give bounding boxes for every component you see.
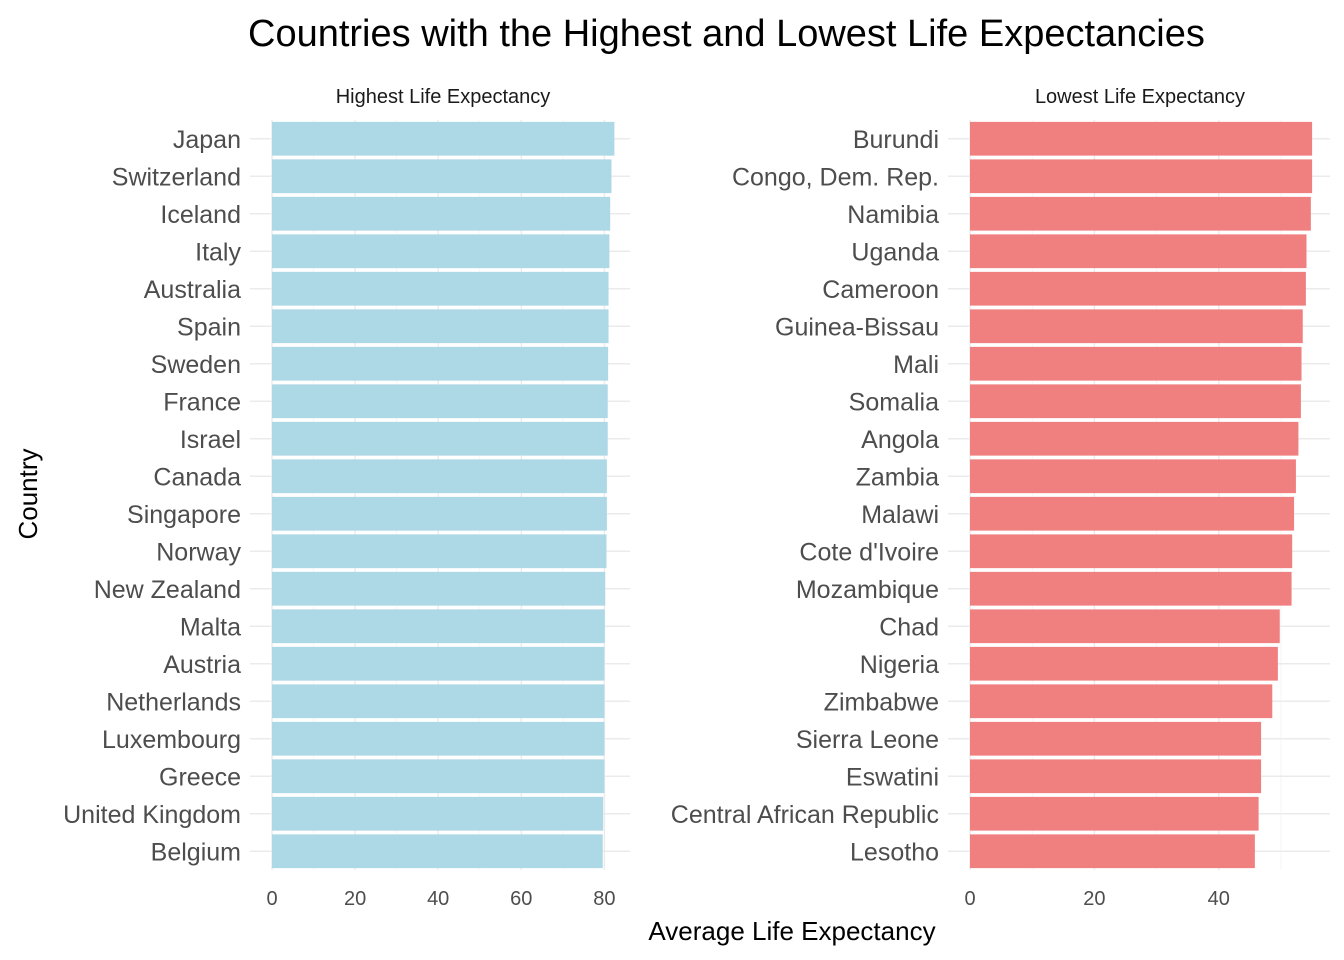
- y-tick-label: Sierra Leone: [796, 726, 939, 754]
- bar-zambia: [970, 459, 1296, 494]
- bar-singapore: [272, 496, 607, 531]
- y-tick-label: Zambia: [856, 463, 939, 491]
- y-tick-label: Namibia: [847, 201, 939, 229]
- y-tick-label: Canada: [153, 463, 241, 491]
- bar-spain: [272, 309, 609, 344]
- bar-burundi: [970, 121, 1313, 156]
- y-tick-label: Cote d'Ivoire: [799, 538, 939, 566]
- y-tick-label: Uganda: [851, 238, 939, 266]
- bar-cote-d-ivoire: [970, 534, 1293, 569]
- bar-eswatini: [970, 759, 1262, 794]
- chart-title: Countries with the Highest and Lowest Li…: [248, 13, 1205, 55]
- bar-chad: [970, 609, 1280, 644]
- y-tick-label: Norway: [156, 538, 241, 566]
- y-tick-label: Switzerland: [112, 163, 241, 191]
- y-tick-label: Netherlands: [106, 688, 241, 716]
- y-tick-label: Somalia: [849, 388, 939, 416]
- y-tick-label: France: [163, 388, 241, 416]
- panel-strip-label: Highest Life Expectancy: [336, 86, 551, 108]
- y-tick-label: Guinea-Bissau: [775, 313, 939, 341]
- bar-iceland: [272, 196, 611, 231]
- y-tick-label: Sweden: [151, 351, 241, 379]
- bar-canada: [272, 459, 607, 494]
- x-tick-label: 60: [510, 888, 532, 910]
- bar-guinea-bissau: [970, 309, 1303, 344]
- bar-malta: [272, 609, 605, 644]
- y-tick-label: Nigeria: [860, 651, 939, 679]
- y-tick-label: Belgium: [151, 838, 241, 866]
- x-tick-label: 0: [266, 888, 277, 910]
- bar-angola: [970, 421, 1299, 456]
- x-tick-label: 80: [593, 888, 615, 910]
- bar-uganda: [970, 234, 1307, 269]
- bar-mozambique: [970, 571, 1292, 606]
- bar-sweden: [272, 346, 609, 381]
- y-tick-label: Angola: [861, 426, 939, 454]
- bar-france: [272, 384, 608, 419]
- y-tick-label: United Kingdom: [63, 801, 241, 829]
- x-tick-label: 40: [427, 888, 449, 910]
- y-tick-label: Cameroon: [822, 276, 939, 304]
- bar-switzerland: [272, 159, 612, 194]
- bar-cameroon: [970, 271, 1306, 306]
- y-tick-label: Burundi: [853, 126, 939, 154]
- bar-central-african-republic: [970, 796, 1259, 831]
- bar-italy: [272, 234, 610, 269]
- y-tick-label: Luxembourg: [102, 726, 241, 754]
- y-tick-label: Zimbabwe: [824, 688, 939, 716]
- bar-israel: [272, 421, 608, 456]
- y-tick-label: Australia: [144, 276, 241, 304]
- y-tick-label: New Zealand: [94, 576, 241, 604]
- x-tick-label: 20: [1083, 888, 1105, 910]
- y-tick-label: Iceland: [160, 201, 241, 229]
- panel-strip-label: Lowest Life Expectancy: [1035, 86, 1245, 108]
- bar-mali: [970, 346, 1302, 381]
- bar-netherlands: [272, 684, 605, 719]
- y-tick-label: Chad: [879, 613, 939, 641]
- x-tick-label: 40: [1208, 888, 1230, 910]
- x-tick-label: 20: [344, 888, 366, 910]
- bar-united-kingdom: [272, 796, 604, 831]
- bar-norway: [272, 534, 607, 569]
- bar-zimbabwe: [970, 684, 1273, 719]
- y-tick-label: Mali: [893, 351, 939, 379]
- y-tick-label: Israel: [180, 426, 241, 454]
- bar-nigeria: [970, 646, 1278, 681]
- bar-congo-dem-rep-: [970, 159, 1313, 194]
- x-tick-label: 0: [964, 888, 975, 910]
- bar-greece: [272, 759, 605, 794]
- y-tick-label: Italy: [195, 238, 241, 266]
- bar-new-zealand: [272, 571, 606, 606]
- bar-luxembourg: [272, 721, 605, 756]
- bar-namibia: [970, 196, 1311, 231]
- y-tick-label: Greece: [159, 763, 241, 791]
- panel-highest: Highest Life Expectancy Japan Switzerland I…: [63, 86, 630, 910]
- y-tick-label: Mozambique: [796, 576, 939, 604]
- bar-lesotho: [970, 834, 1255, 869]
- y-tick-label: Malawi: [861, 501, 939, 529]
- y-tick-label: Malta: [180, 613, 241, 641]
- y-axis-label: Country: [13, 448, 43, 539]
- bar-austria: [272, 646, 605, 681]
- x-axis-label: Average Life Expectancy: [648, 916, 935, 946]
- bar-somalia: [970, 384, 1301, 419]
- bar-japan: [272, 121, 615, 156]
- y-tick-label: Singapore: [127, 501, 241, 529]
- y-tick-label: Central African Republic: [671, 801, 939, 829]
- bar-malawi: [970, 496, 1295, 531]
- y-tick-label: Austria: [163, 651, 241, 679]
- y-tick-label: Spain: [177, 313, 241, 341]
- bar-australia: [272, 271, 609, 306]
- chart-panels: Highest Life Expectancy Japan Switzerland I…: [63, 86, 1330, 910]
- y-tick-label: Eswatini: [846, 763, 939, 791]
- bar-sierra-leone: [970, 721, 1262, 756]
- y-tick-label: Congo, Dem. Rep.: [732, 163, 939, 191]
- bar-belgium: [272, 834, 603, 869]
- y-tick-label: Lesotho: [850, 838, 939, 866]
- y-tick-label: Japan: [173, 126, 241, 154]
- panel-lowest: Lowest Life Expectancy Burundi Congo, Dem.…: [671, 86, 1330, 910]
